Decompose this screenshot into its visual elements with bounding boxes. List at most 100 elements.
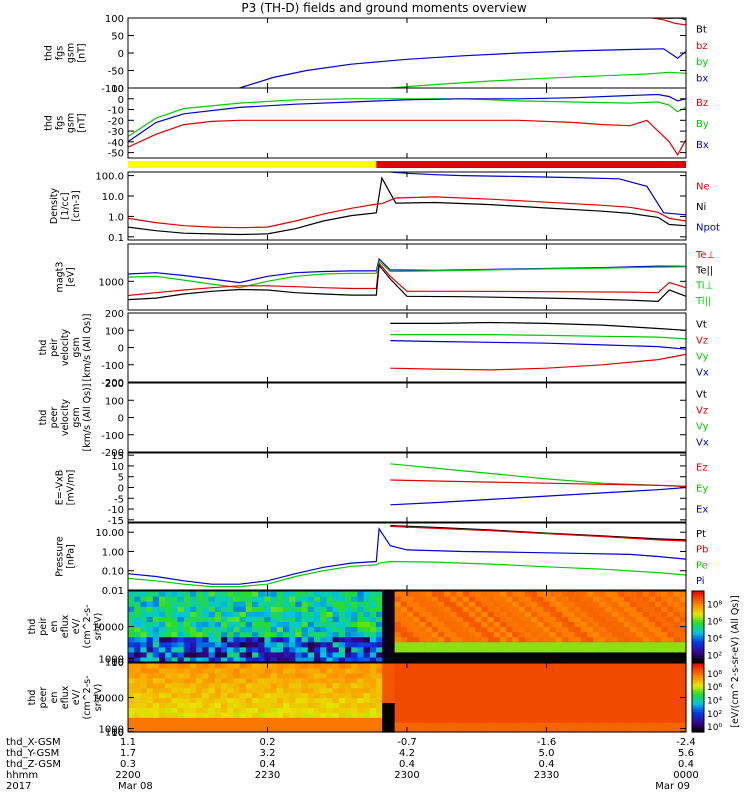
heatmap-cell [221,641,228,648]
heatmap-cell [413,591,420,597]
heatmap-cell [549,626,557,633]
heatmap-cell [444,636,451,643]
heatmap-cell [555,646,563,653]
heatmap-cell [487,722,495,728]
heatmap-cell [456,692,464,699]
heatmap-cell [190,702,197,708]
heatmap-cell [419,621,427,628]
x-tick-value: 1.1 [120,737,136,748]
heatmap-cell [586,702,594,708]
heatmap-cell [524,646,532,653]
heatmap-cell [227,606,234,612]
heatmap-cell [332,601,340,607]
heatmap-cell [543,626,551,633]
heatmap-cell [636,677,644,684]
heatmap-cell [400,717,408,723]
heatmap-cell [648,707,656,713]
panel-frame [127,17,687,89]
y-tick-label: 5 [118,473,124,484]
heatmap-cell [270,656,278,663]
heatmap-cell [283,687,290,694]
heatmap-cell [462,697,470,704]
heatmap-cell [314,601,321,607]
heatmap-cell [382,641,389,648]
heatmap-cell [425,667,433,674]
heatmap-cell [134,626,141,633]
heatmap-cell [227,621,234,628]
heatmap-cell [363,722,371,728]
heatmap-cell [462,687,470,694]
heatmap-cell [338,636,346,643]
heatmap-cell [326,717,334,723]
heatmap-cell [382,682,389,689]
heatmap-cell [667,667,675,674]
heatmap-cell [214,641,222,648]
heatmap-cell [400,601,408,607]
heatmap-cell [444,717,451,723]
heatmap-cell [357,692,365,699]
heatmap-cell [531,636,538,643]
heatmap-cell [506,727,513,733]
heatmap-cell [320,727,327,733]
heatmap-cell [314,606,321,612]
heatmap-cell [165,667,172,674]
heatmap-cell [258,591,265,597]
heatmap-cell [431,727,439,733]
heatmap-cell [134,702,141,708]
heatmap-cell [214,717,222,723]
y-axis-label: Density [49,188,60,224]
heatmap-cell [487,672,495,679]
heatmap-cell [475,677,482,684]
heatmap-cell [648,697,656,704]
heatmap-cell [636,641,644,648]
heatmap-cell [152,631,160,638]
heatmap-cell [611,591,619,597]
heatmap-cell [444,692,451,699]
heatmap-cell [475,601,482,607]
heatmap-cell [419,651,427,658]
heatmap-cell [438,651,445,658]
heatmap-cell [307,727,315,733]
colorbar-segment [692,621,704,625]
heatmap-cell [270,697,278,704]
heatmap-cell [177,707,185,713]
heatmap-cell [562,707,569,713]
heatmap-cell [332,677,340,684]
heatmap-cell [258,722,265,728]
heatmap-cell [456,591,464,597]
legend-entry: Te⊥ [695,250,715,261]
heatmap-cell [177,667,185,674]
heatmap-cell [673,601,681,607]
heatmap-cell [642,663,650,669]
heatmap-cell [276,611,284,617]
heatmap-cell [388,651,396,658]
heatmap-cell [661,646,668,653]
heatmap-cell [555,616,563,623]
heatmap-cell [245,651,253,658]
heatmap-cell [165,702,172,708]
heatmap-cell [562,621,569,628]
colorbar-segment [692,692,704,696]
heatmap-cell [183,697,191,704]
heatmap-cell [531,641,538,648]
heatmap-cell [673,717,681,723]
heatmap-cell [357,722,365,728]
heatmap-cell [531,601,538,607]
heatmap-cell [283,591,290,597]
heatmap-cell [636,663,644,669]
heatmap-cell [524,717,532,723]
heatmap-cell [394,626,402,633]
heatmap-cell [593,591,600,597]
colorbar-tick-label: 10⁴ [707,696,722,706]
colorbar-segment [692,593,704,597]
heatmap-cell [214,663,222,669]
heatmap-cell [202,596,210,602]
heatmap-cell [518,621,526,628]
heatmap-cell [295,682,303,689]
heatmap-cell [283,663,290,669]
heatmap-cell [500,616,507,623]
heatmap-cell [617,727,625,733]
heatmap-cell [208,631,216,638]
